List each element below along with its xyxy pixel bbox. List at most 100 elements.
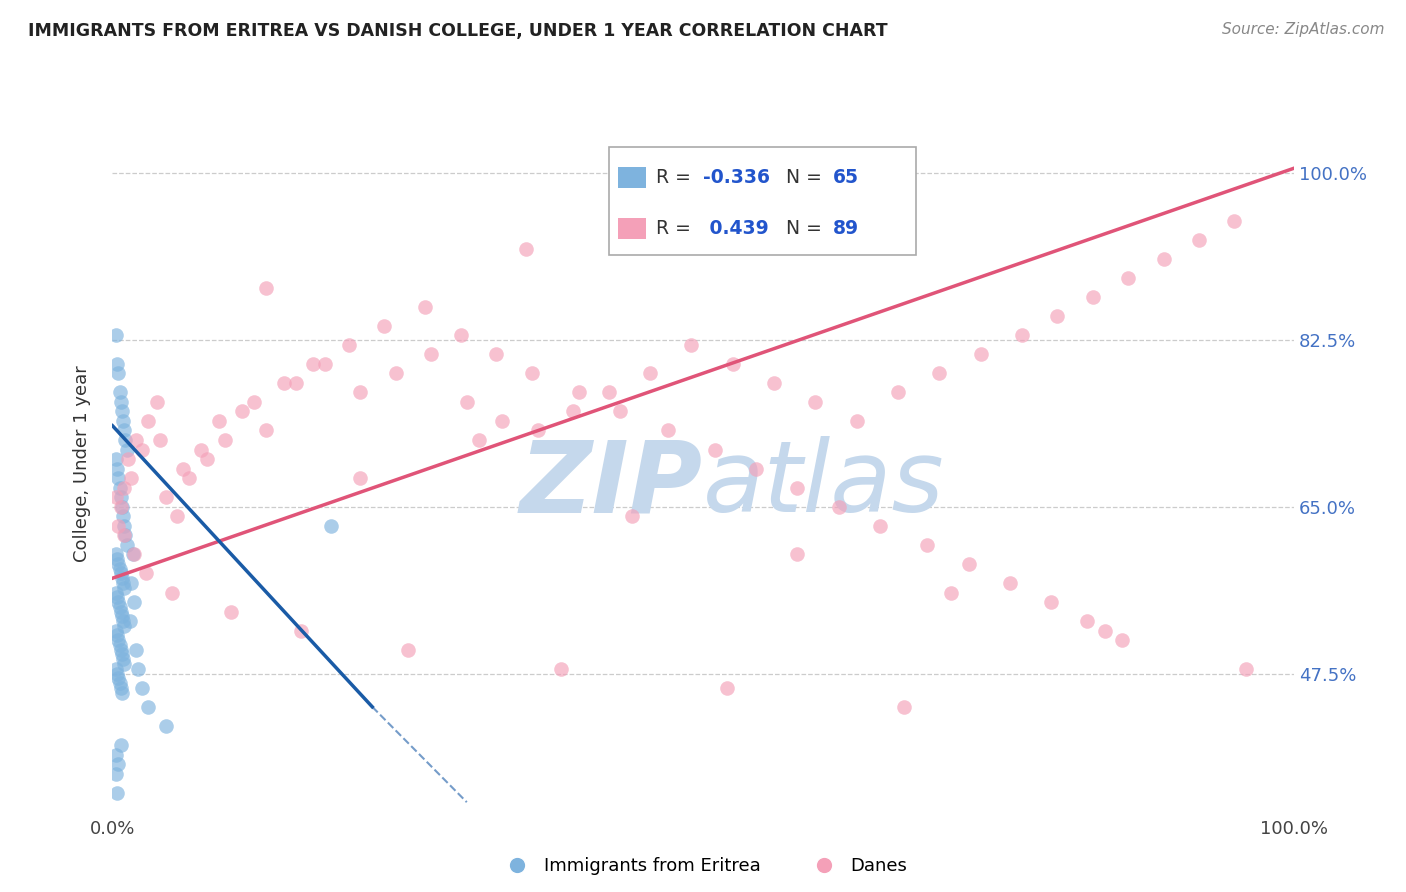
Point — [112, 481, 135, 495]
Text: Source: ZipAtlas.com: Source: ZipAtlas.com — [1222, 22, 1385, 37]
Point — [114, 528, 136, 542]
Point — [120, 576, 142, 591]
Point — [136, 414, 159, 428]
Point — [1076, 614, 1098, 628]
Point — [112, 424, 135, 438]
Point — [290, 624, 312, 638]
Point — [108, 385, 131, 400]
Point — [231, 404, 253, 418]
Point — [120, 471, 142, 485]
Point — [526, 424, 548, 438]
Point — [214, 433, 236, 447]
Point — [243, 395, 266, 409]
Point — [373, 318, 395, 333]
Point — [721, 357, 744, 371]
Point — [107, 518, 129, 533]
Text: 65: 65 — [832, 168, 859, 187]
Text: N =: N = — [786, 219, 828, 237]
Point — [127, 662, 149, 676]
Point — [166, 509, 188, 524]
Point — [105, 490, 128, 504]
Point — [108, 481, 131, 495]
Point — [491, 414, 513, 428]
Legend: Immigrants from Eritrea, Danes: Immigrants from Eritrea, Danes — [491, 850, 915, 883]
Point — [337, 337, 360, 351]
Point — [107, 757, 129, 772]
Point — [609, 404, 631, 418]
Point — [111, 571, 134, 585]
Point — [638, 366, 661, 380]
Point — [887, 385, 910, 400]
Point — [105, 628, 128, 642]
Point — [115, 538, 138, 552]
Point — [562, 404, 585, 418]
Point — [110, 395, 132, 409]
Point — [110, 566, 132, 581]
Point — [1223, 214, 1246, 228]
Point — [703, 442, 725, 457]
Point — [155, 490, 177, 504]
Point — [1153, 252, 1175, 266]
Point — [172, 461, 194, 475]
Point — [1081, 290, 1104, 304]
Point — [107, 671, 129, 685]
Point — [1040, 595, 1063, 609]
Point — [385, 366, 408, 380]
Point — [190, 442, 212, 457]
Point — [1116, 271, 1139, 285]
Point — [1234, 662, 1257, 676]
Point — [319, 518, 342, 533]
Point — [969, 347, 991, 361]
Point — [110, 642, 132, 657]
Point — [657, 424, 679, 438]
Point — [107, 557, 129, 571]
Point — [456, 395, 478, 409]
Point — [115, 442, 138, 457]
Point — [105, 548, 128, 562]
Point — [302, 357, 325, 371]
Point — [804, 395, 827, 409]
Point — [284, 376, 307, 390]
Point — [1188, 233, 1211, 247]
Point — [208, 414, 231, 428]
Point — [122, 548, 145, 562]
Point — [1094, 624, 1116, 638]
Point — [117, 452, 139, 467]
FancyBboxPatch shape — [619, 218, 647, 238]
Point — [450, 328, 472, 343]
Point — [396, 642, 419, 657]
Point — [112, 619, 135, 633]
Point — [111, 609, 134, 624]
Y-axis label: College, Under 1 year: College, Under 1 year — [73, 366, 91, 562]
Text: atlas: atlas — [703, 436, 945, 533]
Point — [125, 433, 148, 447]
Text: IMMIGRANTS FROM ERITREA VS DANISH COLLEGE, UNDER 1 YEAR CORRELATION CHART: IMMIGRANTS FROM ERITREA VS DANISH COLLEG… — [28, 22, 887, 40]
Point — [112, 414, 135, 428]
Point — [136, 699, 159, 714]
Point — [112, 518, 135, 533]
Text: 0.439: 0.439 — [703, 219, 769, 237]
Point — [111, 404, 134, 418]
Point — [893, 699, 915, 714]
Point — [420, 347, 443, 361]
Point — [114, 433, 136, 447]
Point — [105, 585, 128, 599]
Point — [110, 605, 132, 619]
Point — [120, 614, 142, 628]
Point — [105, 461, 128, 475]
Point — [112, 657, 135, 671]
Point — [273, 376, 295, 390]
Point — [957, 557, 980, 571]
Point — [550, 662, 572, 676]
Point — [111, 685, 134, 699]
Point — [105, 662, 128, 676]
Point — [112, 652, 135, 666]
Point — [349, 385, 371, 400]
Text: 89: 89 — [832, 219, 859, 237]
Point — [122, 595, 145, 609]
Point — [568, 385, 591, 400]
Point — [125, 642, 148, 657]
Point — [195, 452, 218, 467]
Point — [107, 633, 129, 648]
Point — [105, 552, 128, 566]
